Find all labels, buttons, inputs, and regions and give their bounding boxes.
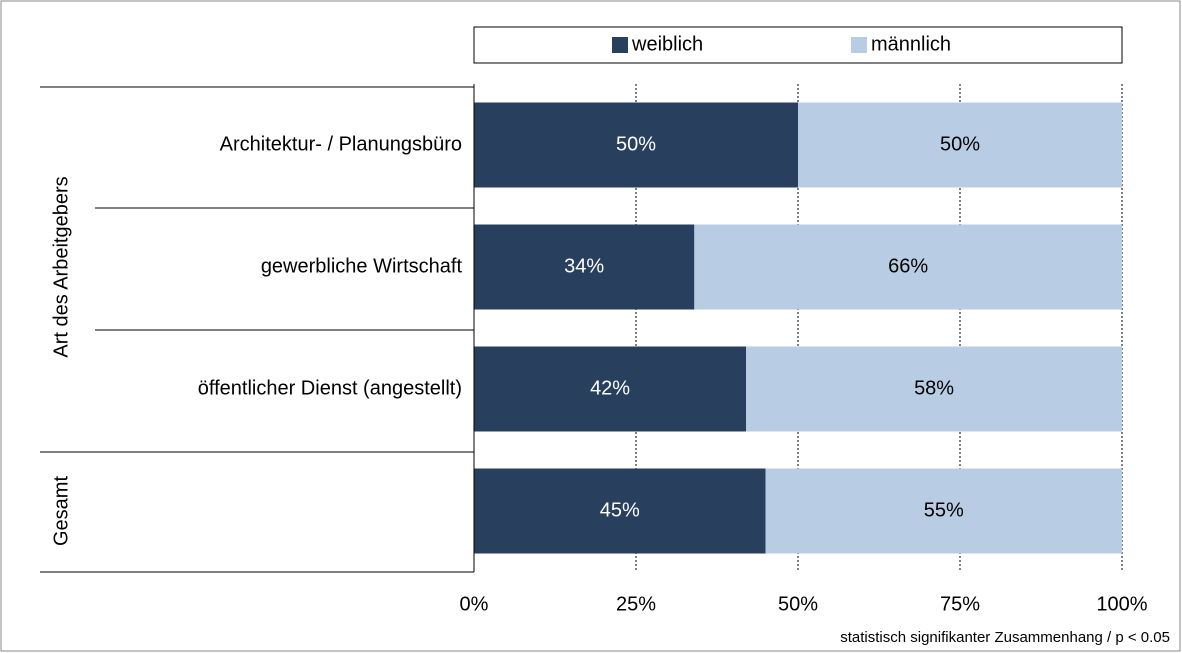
legend-label: weiblich: [631, 33, 703, 55]
x-tick-label: 0%: [460, 593, 489, 615]
legend-swatch: [851, 37, 867, 53]
data-label: 50%: [616, 133, 656, 155]
data-label: 50%: [940, 133, 980, 155]
legend-label: männlich: [871, 33, 951, 55]
bar-segment: [474, 468, 766, 554]
category-label: gewerbliche Wirtschaft: [261, 255, 463, 277]
bar-segment: [765, 468, 1122, 554]
x-tick-label: 100%: [1096, 593, 1147, 615]
bar-segment: [474, 102, 798, 188]
group-label: Gesamt: [50, 476, 72, 546]
legend-box: [473, 26, 1123, 64]
group-label: Art des Arbeitgebers: [50, 176, 72, 357]
x-tick-label: 75%: [940, 593, 980, 615]
data-label: 58%: [914, 377, 954, 399]
bar-segment: [746, 346, 1122, 432]
x-tick-label: 50%: [778, 593, 818, 615]
data-label: 45%: [600, 499, 640, 521]
legend-swatch: [612, 37, 628, 53]
data-label: 55%: [924, 499, 964, 521]
x-tick-label: 25%: [616, 593, 656, 615]
annotation: statistisch signifikanter Zusammenhang /…: [840, 629, 1170, 646]
bar-segment: [474, 224, 695, 310]
category-label: Architektur- / Planungsbüro: [220, 133, 462, 155]
category-label: öffentlicher Dienst (angestellt): [198, 377, 462, 399]
data-label: 66%: [888, 255, 928, 277]
data-label: 34%: [564, 255, 604, 277]
bar-segment: [474, 346, 747, 432]
data-label: 42%: [590, 377, 630, 399]
bar-segment: [694, 224, 1122, 310]
bar-segment: [798, 102, 1122, 188]
